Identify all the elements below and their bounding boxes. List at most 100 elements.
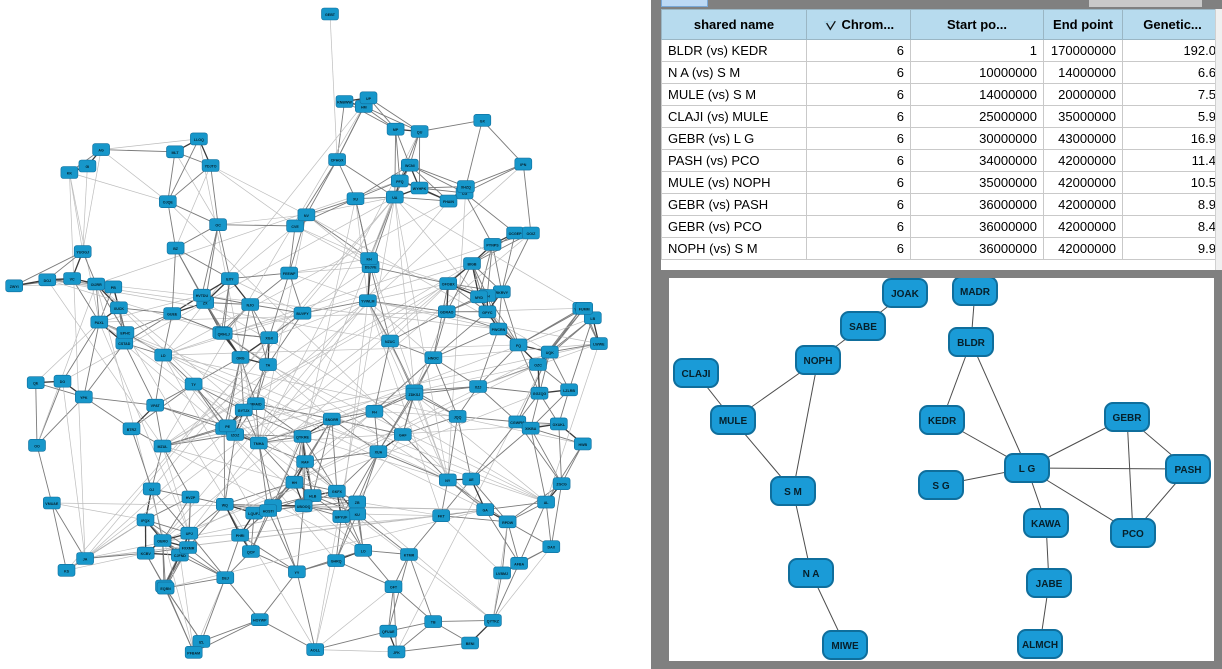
svg-text:GEBT: GEBT bbox=[325, 13, 336, 17]
svg-text:KK: KK bbox=[67, 172, 73, 176]
svg-text:WCNI: WCNI bbox=[405, 164, 415, 168]
svg-text:LLOQ: LLOQ bbox=[194, 138, 204, 142]
svg-text:GX: GX bbox=[480, 119, 486, 123]
svg-text:PB: PB bbox=[111, 286, 116, 290]
svg-text:MYD: MYD bbox=[475, 296, 483, 300]
svg-text:DEJ: DEJ bbox=[222, 577, 229, 581]
svg-text:AE: AE bbox=[469, 478, 475, 482]
svg-text:FEEWF: FEEWF bbox=[283, 272, 296, 276]
svg-text:VMUAE: VMUAE bbox=[45, 502, 59, 506]
svg-text:HOSTI: HOSTI bbox=[263, 510, 274, 514]
svg-text:RAF: RAF bbox=[301, 461, 309, 465]
svg-text:QU: QU bbox=[417, 131, 423, 135]
svg-text:HLB: HLB bbox=[309, 495, 317, 499]
svg-text:AFBA: AFBA bbox=[514, 562, 524, 566]
svg-text:CVE: CVE bbox=[291, 225, 299, 229]
svg-text:EPHC: EPHC bbox=[120, 332, 130, 336]
svg-text:FXXMR: FXXMR bbox=[182, 547, 195, 551]
svg-text:GPYC: GPYC bbox=[482, 311, 493, 315]
svg-text:VPAT: VPAT bbox=[151, 404, 161, 408]
svg-text:XGX: XGX bbox=[265, 337, 273, 341]
svg-text:NJO: NJO bbox=[247, 304, 255, 308]
svg-text:MP: MP bbox=[393, 128, 399, 132]
svg-text:HVTDU: HVTDU bbox=[196, 294, 209, 298]
svg-text:DO: DO bbox=[60, 380, 66, 384]
svg-text:AOLL: AOLL bbox=[310, 649, 321, 653]
svg-text:PE: PE bbox=[225, 425, 230, 429]
svg-text:DAX: DAX bbox=[548, 546, 556, 550]
svg-text:FH: FH bbox=[372, 410, 377, 414]
svg-text:FQ: FQ bbox=[516, 344, 521, 348]
svg-text:HNOC: HNOC bbox=[428, 357, 439, 361]
svg-text:MZUL: MZUL bbox=[158, 445, 169, 449]
svg-text:UBOOQ: UBOOQ bbox=[297, 505, 311, 509]
svg-text:LZLRB: LZLRB bbox=[563, 389, 575, 393]
svg-text:GYTJX: GYTJX bbox=[238, 409, 250, 413]
svg-text:CSTAD: CSTAD bbox=[118, 342, 131, 346]
svg-text:IFQX: IFQX bbox=[141, 519, 150, 523]
svg-text:EXY: EXY bbox=[226, 278, 234, 282]
svg-text:PFBAM: PFBAM bbox=[187, 651, 200, 655]
svg-text:GI: GI bbox=[86, 165, 90, 169]
svg-text:LD: LD bbox=[161, 354, 166, 358]
svg-text:IPN: IPN bbox=[520, 163, 526, 167]
svg-text:FHAIN: FHAIN bbox=[443, 200, 454, 204]
svg-text:WYHPK: WYHPK bbox=[413, 187, 427, 191]
svg-text:OOIZ: OOIZ bbox=[527, 232, 537, 236]
svg-text:QYTKZ: QYTKZ bbox=[487, 619, 500, 623]
svg-text:GKFX: GKFX bbox=[332, 490, 343, 494]
svg-text:KCBV: KCBV bbox=[141, 552, 152, 556]
svg-text:ZX: ZX bbox=[203, 302, 208, 306]
svg-text:BENI: BENI bbox=[466, 642, 475, 646]
svg-text:GDRAO: GDRAO bbox=[440, 311, 454, 315]
svg-text:VC: VC bbox=[70, 278, 75, 282]
svg-text:AL: AL bbox=[544, 501, 550, 505]
svg-text:HM: HM bbox=[361, 105, 367, 109]
svg-text:PFQ: PFQ bbox=[396, 180, 404, 184]
svg-text:KU: KU bbox=[355, 513, 361, 517]
svg-text:YUOGJ: YUOGJ bbox=[76, 251, 89, 255]
svg-text:KS: KS bbox=[64, 569, 70, 573]
svg-text:OJ: OJ bbox=[149, 488, 154, 492]
svg-text:QE: QE bbox=[33, 382, 39, 386]
svg-text:CPHGX: CPHGX bbox=[331, 159, 344, 163]
svg-text:FKT: FKT bbox=[438, 515, 446, 519]
svg-text:OXUKL: OXUKL bbox=[553, 423, 566, 427]
svg-text:SNORR: SNORR bbox=[325, 418, 338, 422]
svg-text:EQBN: EQBN bbox=[160, 587, 171, 591]
svg-text:OERO: OERO bbox=[157, 540, 168, 544]
svg-text:ZGCG: ZGCG bbox=[556, 483, 567, 487]
svg-text:ZWYI: ZWYI bbox=[10, 285, 19, 289]
svg-text:OIJRR: OIJRR bbox=[91, 283, 102, 287]
svg-text:ZB: ZB bbox=[355, 501, 360, 505]
svg-text:UA: UA bbox=[392, 196, 398, 200]
svg-text:FUMM: FUMM bbox=[579, 307, 590, 311]
svg-text:XHZQ: XHZQ bbox=[461, 186, 471, 190]
svg-text:IZL: IZL bbox=[199, 640, 205, 644]
svg-text:LQUFJ: LQUFJ bbox=[248, 512, 260, 516]
svg-text:DOJ: DOJ bbox=[44, 279, 51, 283]
svg-text:LB: LB bbox=[590, 317, 595, 321]
svg-text:TB: TB bbox=[431, 621, 436, 625]
svg-text:TA: TA bbox=[266, 364, 271, 368]
svg-text:PAXL: PAXL bbox=[95, 321, 105, 325]
svg-text:YY: YY bbox=[295, 571, 300, 575]
svg-text:LO: LO bbox=[361, 549, 366, 553]
svg-text:PYNPS: PYNPS bbox=[486, 243, 499, 247]
svg-text:CJFND: CJFND bbox=[174, 554, 186, 558]
svg-text:XIKBA: XIKBA bbox=[525, 427, 537, 431]
svg-text:BIGB: BIGB bbox=[468, 263, 477, 267]
svg-text:XUA: XUA bbox=[375, 451, 383, 455]
svg-text:XZJ: XZJ bbox=[475, 386, 482, 390]
svg-text:OC: OC bbox=[215, 224, 221, 228]
svg-text:TMHA: TMHA bbox=[254, 442, 265, 446]
svg-text:GUEE: GUEE bbox=[167, 313, 178, 317]
svg-text:HH: HH bbox=[292, 481, 298, 485]
svg-text:MLT: MLT bbox=[171, 151, 179, 155]
svg-text:RKRVY: RKRVY bbox=[496, 291, 509, 295]
svg-text:ORG: ORG bbox=[236, 356, 244, 360]
svg-text:QFUAE: QFUAE bbox=[382, 630, 395, 634]
svg-text:IZOZ: IZOZ bbox=[231, 434, 240, 438]
svg-text:RPDW: RPDW bbox=[502, 521, 514, 525]
svg-text:HWB: HWB bbox=[579, 443, 588, 447]
